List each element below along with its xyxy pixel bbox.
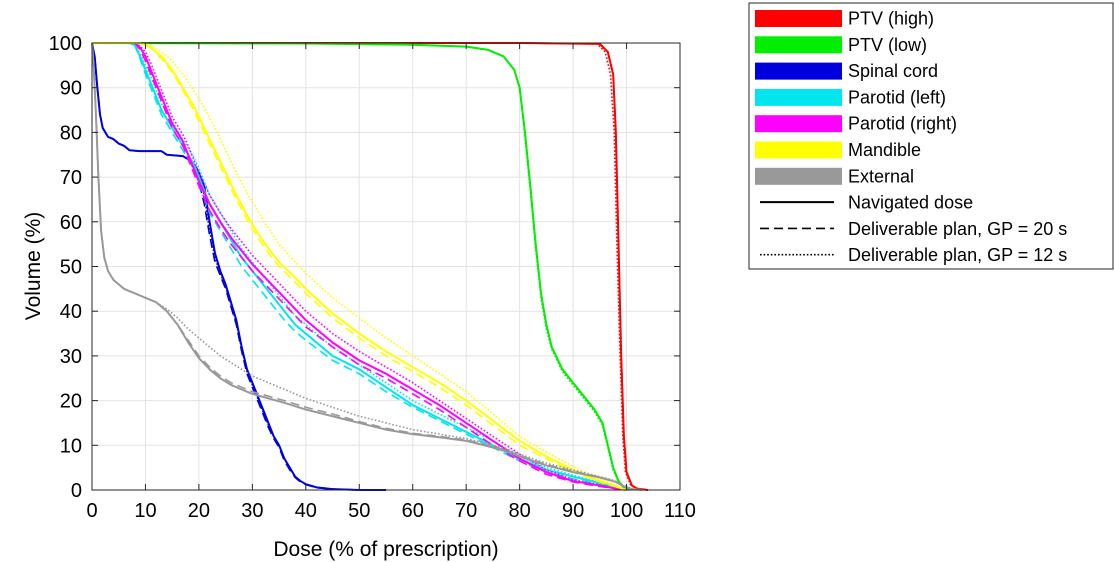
y-tick-label: 10	[60, 435, 82, 457]
legend-label-spinal-cord: Spinal cord	[848, 61, 938, 81]
y-tick-label: 20	[60, 391, 82, 413]
tick-labels: 0 10 20 30 40 50 60 70 80 90 100 110 0 10 20 30 40 50 60 70…	[49, 33, 696, 522]
x-tick-label: 10	[134, 500, 156, 522]
series-parotid-right	[92, 42, 627, 491]
series-line-parotid-right-solid	[92, 42, 627, 491]
x-tick-label: 40	[295, 500, 317, 522]
legend-swatch-parotid-right	[755, 115, 842, 133]
y-tick-label: 0	[71, 480, 82, 502]
series-ptv-high	[92, 42, 649, 491]
legend-swatch-parotid-left	[755, 88, 842, 106]
legend-label-dotted: Deliverable plan, GP = 12 s	[848, 245, 1067, 265]
y-tick-label: 50	[60, 257, 82, 279]
legend-swatch-ptv-low	[755, 36, 842, 54]
legend-label-ptv-high: PTV (high)	[848, 9, 934, 29]
legend-swatch-mandible	[755, 141, 842, 159]
y-tick-label: 40	[60, 301, 82, 323]
series-line-parotid-left-dashed	[92, 42, 627, 491]
x-axis-label: Dose (% of prescription)	[273, 538, 498, 561]
legend-swatch-ptv-high	[755, 10, 842, 27]
x-tick-label: 30	[241, 500, 263, 522]
y-axis-label: Volume (%)	[22, 212, 45, 321]
series-line-ptv-low-solid	[91, 42, 630, 491]
series-line-external-dotted	[91, 42, 643, 491]
legend-label-external: External	[848, 166, 914, 186]
y-tick-label: 90	[60, 78, 82, 100]
x-tick-label: 50	[348, 500, 370, 522]
series-ptv-low	[91, 42, 630, 491]
y-tick-label: 70	[60, 167, 82, 189]
series-line-spinal-cord-solid	[91, 42, 386, 491]
y-tick-label: 30	[60, 346, 82, 368]
y-tick-label: 80	[60, 122, 82, 144]
series-line-mandible-dashed	[92, 42, 627, 491]
series-mandible	[92, 42, 627, 491]
x-tick-label: 100	[610, 500, 643, 522]
series-line-parotid-right-dotted	[92, 42, 627, 491]
series-line-parotid-right-dashed	[92, 42, 627, 491]
y-tick-label: 100	[49, 33, 82, 55]
series-external	[91, 42, 643, 491]
legend-swatch-spinal-cord	[755, 62, 842, 80]
legend-label-ptv-low: PTV (low)	[848, 35, 927, 55]
legend-label-mandible: Mandible	[848, 140, 921, 160]
x-tick-label: 110	[664, 500, 696, 522]
ticks	[91, 42, 681, 491]
series-spinal-cord	[91, 42, 386, 491]
grid	[92, 43, 680, 490]
x-tick-label: 90	[562, 500, 584, 522]
series-line-spinal-cord-dashed	[91, 42, 386, 491]
x-tick-label: 0	[86, 500, 97, 522]
legend-label-parotid-right: Parotid (right)	[848, 114, 957, 134]
legend-label-solid: Navigated dose	[848, 193, 973, 213]
legend-label-dashed: Deliverable plan, GP = 20 s	[848, 219, 1067, 239]
legend-label-parotid-left: Parotid (left)	[848, 87, 946, 107]
y-tick-label: 60	[60, 212, 82, 234]
legend-swatch-external	[755, 167, 842, 185]
x-tick-label: 60	[402, 500, 424, 522]
legend: PTV (high) PTV (low) Spinal cord Parotid (l…	[748, 2, 1114, 270]
series-line-ptv-high-solid	[92, 42, 649, 491]
series-line-external-solid	[91, 42, 643, 491]
x-tick-label: 70	[455, 500, 477, 522]
x-tick-label: 20	[188, 500, 210, 522]
series-layer	[91, 42, 649, 491]
x-tick-label: 80	[509, 500, 531, 522]
series-line-mandible-dotted	[92, 42, 627, 491]
series-line-mandible-solid	[92, 42, 627, 491]
